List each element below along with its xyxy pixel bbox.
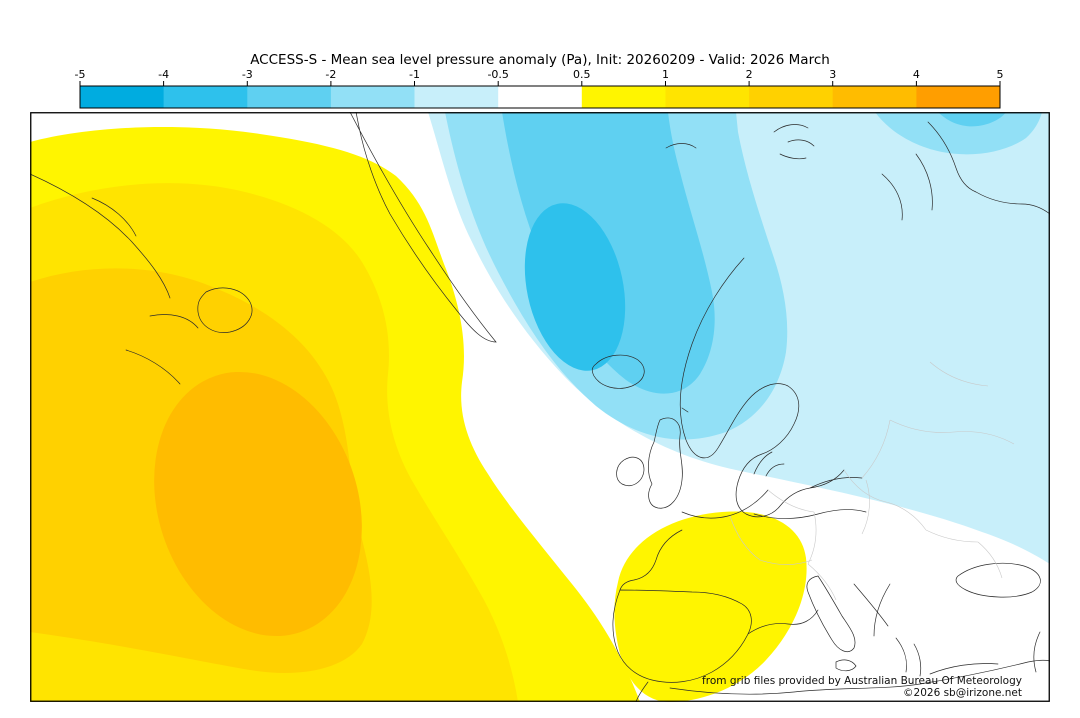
anomaly-center-positive-3-4 (154, 371, 362, 637)
map-frame (30, 112, 1050, 702)
colorbar-tick-label: 0.5 (573, 68, 591, 81)
coastline-adriatic-greece (853, 583, 922, 677)
colorbar-segment (247, 86, 332, 108)
colorbar-tick-label: -0.5 (487, 68, 508, 81)
coastline-greenland (349, 112, 497, 343)
colorbar-frame (79, 85, 1001, 109)
colorbar-segments (80, 86, 1000, 108)
anomaly-band-negative-1-2-corner (875, 112, 1042, 155)
colorbar-tick-labels: -5 -4 -3 -2 -1 -0.5 0.5 1 2 3 4 5 (75, 68, 1004, 81)
coastline-italy (806, 575, 857, 672)
colorbar-segment (665, 86, 750, 108)
colorbar-tick-label: -2 (325, 68, 336, 81)
coastline-gulf-st-lawrence (125, 314, 199, 385)
coastlines (30, 112, 1050, 702)
page-title: ACCESS-S - Mean sea level pressure anoma… (250, 52, 830, 68)
colorbar-tick-label: -3 (242, 68, 253, 81)
coastline-france-mediterranean (747, 609, 819, 635)
colorbar-segment (916, 86, 1000, 108)
colorbar-tick-label: -4 (158, 68, 169, 81)
coastline-svalbard (773, 124, 815, 160)
coastline-labrador (30, 173, 171, 299)
colorbar-tick-label: 4 (913, 68, 920, 81)
coastline-ireland (616, 456, 645, 486)
coastline-black-sea (955, 562, 1041, 598)
colorbar-ticks (79, 81, 1001, 86)
colorbar-segment (80, 86, 164, 108)
coastline-france-atlantic (619, 489, 769, 591)
coastline-iberia (612, 589, 752, 683)
coastline-anatolia-caspian (929, 631, 1041, 675)
coastline-scandinavia (680, 257, 800, 483)
colorbar-segment (163, 86, 248, 108)
coastline-iceland (591, 354, 645, 389)
copyright-text: ©2026 sb@irizone.net (903, 687, 1022, 699)
coastline-newfoundland (197, 287, 253, 333)
colorbar-tick-label: -5 (75, 68, 86, 81)
colorbar-segment (581, 86, 666, 108)
colorbar-tick-label: 5 (997, 68, 1004, 81)
anomaly-band-negative-2-3-corner (938, 112, 1006, 127)
coastline-denmark (753, 451, 785, 477)
coastline-baltic-sea (735, 469, 867, 519)
colorbar-segment (498, 86, 583, 108)
coastline-arctic-russia (881, 121, 1050, 221)
colorbar-segment (832, 86, 917, 108)
colorbar: -5 -4 -3 -2 -1 -0.5 0.5 1 2 3 4 5 (75, 68, 1004, 109)
colorbar-tick-label: 1 (662, 68, 669, 81)
coastline-north-africa (635, 659, 1050, 702)
colorbar-tick-label: -1 (409, 68, 420, 81)
coastline-great-britain (648, 417, 683, 509)
colorbar-segment (330, 86, 415, 108)
colorbar-segment (414, 86, 499, 108)
anomaly-center-negative-3-4 (524, 203, 626, 371)
minor-coastlines (665, 143, 697, 413)
colorbar-segment (749, 86, 834, 108)
anomaly-map: from grib files provided by Australian B… (30, 112, 1050, 702)
colorbar-tick-label: 3 (829, 68, 836, 81)
country-borders (729, 361, 1015, 601)
credit-text: from grib files provided by Australian B… (702, 675, 1022, 687)
colorbar-tick-label: 2 (746, 68, 753, 81)
